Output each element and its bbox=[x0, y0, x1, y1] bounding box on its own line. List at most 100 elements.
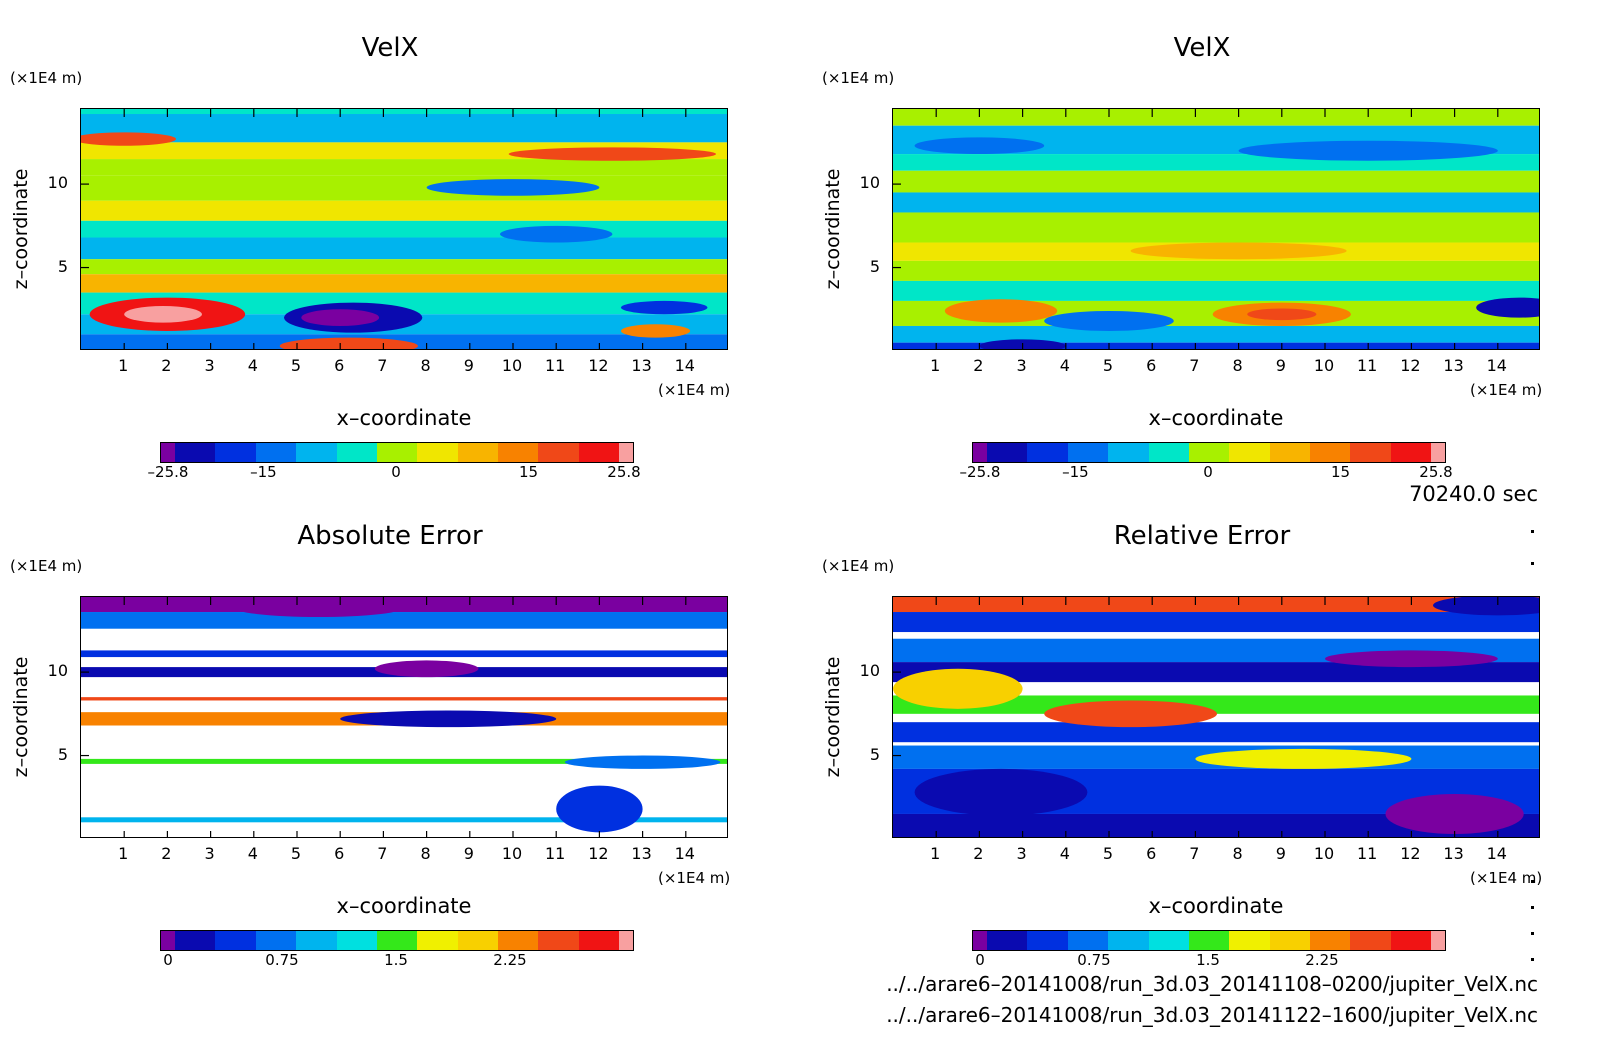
x-tick-label: 13 bbox=[631, 356, 652, 375]
dot bbox=[1531, 958, 1534, 961]
x-tick-label: 2 bbox=[973, 844, 984, 863]
x-tick-label: 2 bbox=[161, 356, 172, 375]
heatmap-blob-3 bbox=[301, 309, 380, 326]
file-path-2: ../../arare6–20141008/run_3d.03_20141122… bbox=[886, 1003, 1538, 1027]
colorbar-swatch bbox=[175, 443, 216, 462]
colorbar-swatch bbox=[336, 931, 377, 950]
heatmap-band-1 bbox=[81, 114, 727, 143]
x-tick-label: 14 bbox=[674, 356, 695, 375]
y-tick-label: 5 bbox=[57, 256, 68, 276]
x-axis-label: x–coordinate bbox=[1148, 406, 1284, 430]
heatmap-blob-7 bbox=[621, 324, 691, 338]
x-tick-label: 6 bbox=[1146, 356, 1157, 375]
heatmap-blob-3 bbox=[1195, 748, 1412, 769]
y-axis-label-wrap: z–coordinate bbox=[820, 108, 846, 350]
heatmap-svg bbox=[893, 597, 1539, 837]
colorbar-swatch bbox=[255, 931, 297, 950]
x-tick-label: 9 bbox=[463, 356, 474, 375]
heatmap-band-0 bbox=[893, 109, 1539, 126]
x-tick-label: 12 bbox=[588, 356, 609, 375]
colorbar-swatch bbox=[376, 931, 418, 950]
colorbar-swatch bbox=[1390, 443, 1431, 462]
colorbar-swatch bbox=[215, 443, 256, 462]
heatmap-plot bbox=[80, 108, 728, 350]
heatmap-band-10 bbox=[893, 325, 1539, 343]
x-tick-label: 1 bbox=[930, 356, 941, 375]
x-tick-label: 2 bbox=[161, 844, 172, 863]
x-tick-label: 8 bbox=[420, 356, 431, 375]
x-tick-label: 5 bbox=[290, 844, 302, 863]
x-tick-label: 4 bbox=[1059, 844, 1070, 863]
x-tick-label: 8 bbox=[1232, 356, 1243, 375]
colorbar-swatch bbox=[987, 931, 1028, 950]
colorbar-swatch bbox=[538, 443, 579, 462]
y-tick-label: 10 bbox=[859, 661, 880, 681]
colorbar-swatch bbox=[161, 443, 176, 462]
colorbar-tick-label: –25.8 bbox=[147, 463, 189, 481]
heatmap-blob-4 bbox=[893, 668, 1023, 709]
colorbar-tick-label: 15 bbox=[1331, 463, 1351, 481]
chart-title: Relative Error bbox=[1113, 521, 1291, 551]
colorbar-swatch bbox=[1148, 443, 1189, 462]
colorbar-swatch bbox=[1148, 931, 1189, 950]
x-tick-label: 7 bbox=[1189, 844, 1200, 863]
heatmap-band-5 bbox=[893, 722, 1539, 743]
dot bbox=[1531, 530, 1534, 533]
x-tick-label: 3 bbox=[1016, 844, 1027, 863]
colorbar-swatch bbox=[973, 931, 988, 950]
colorbar-swatch bbox=[161, 931, 176, 950]
y-axis-label-wrap: z–coordinate bbox=[8, 108, 34, 350]
heatmap-blob-9 bbox=[426, 179, 600, 196]
x-axis-label: x–coordinate bbox=[336, 406, 472, 430]
heatmap-blob-8 bbox=[914, 137, 1045, 155]
x-tick-label: 11 bbox=[545, 844, 566, 863]
x-tick-label: 3 bbox=[204, 356, 215, 375]
x-tick-label: 6 bbox=[1146, 844, 1157, 863]
y-axis-label: z–coordinate bbox=[822, 168, 844, 290]
x-tick-label: 11 bbox=[1357, 356, 1378, 375]
time-label: 70240.0 sec bbox=[1409, 482, 1538, 506]
x-tick-label: 9 bbox=[1275, 356, 1286, 375]
heatmap-band-3 bbox=[81, 159, 727, 176]
x-tick-label: 7 bbox=[1189, 356, 1200, 375]
colorbar-swatch bbox=[578, 443, 619, 462]
heatmap-blob-3 bbox=[1476, 297, 1539, 318]
colorbar-tick-label: –15 bbox=[250, 463, 277, 481]
colorbar-swatch bbox=[1309, 443, 1351, 462]
colorbar-swatch bbox=[296, 931, 337, 950]
y-axis-label-wrap: z–coordinate bbox=[8, 596, 34, 838]
heatmap-blob-0 bbox=[340, 710, 557, 728]
colorbar-swatch bbox=[336, 443, 377, 462]
heatmap-blob-2 bbox=[1044, 700, 1217, 728]
colorbar bbox=[972, 442, 1446, 463]
y-tick-label: 10 bbox=[859, 173, 880, 193]
colorbar-tick-label: 0 bbox=[163, 951, 173, 969]
colorbar-swatch bbox=[296, 443, 337, 462]
colorbar-tick-label: 0 bbox=[1203, 463, 1213, 481]
heatmap-band-7 bbox=[81, 237, 727, 260]
heatmap-plot bbox=[80, 596, 728, 838]
heatmap-plot bbox=[892, 108, 1540, 350]
x-tick-label: 11 bbox=[545, 356, 566, 375]
heatmap-blob-6 bbox=[1130, 242, 1347, 260]
x-tick-label: 7 bbox=[377, 844, 388, 863]
colorbar-swatch bbox=[376, 443, 418, 462]
heatmap-band-3 bbox=[893, 662, 1539, 683]
colorbar-swatch bbox=[1188, 931, 1230, 950]
x-tick-label: 1 bbox=[118, 356, 129, 375]
y-axis-label: z–coordinate bbox=[822, 656, 844, 778]
x-tick-label: 10 bbox=[501, 844, 523, 863]
x-tick-label: 8 bbox=[420, 844, 431, 863]
colorbar-swatch bbox=[538, 931, 579, 950]
colorbar-swatch bbox=[1188, 443, 1230, 462]
x-unit-label: (×1E4 m) bbox=[1470, 869, 1543, 887]
colorbar-tick-label: 15 bbox=[519, 463, 539, 481]
heatmap-blob-1 bbox=[1385, 793, 1524, 834]
colorbar-swatch bbox=[1390, 931, 1431, 950]
heatmap-blob-4 bbox=[1044, 310, 1174, 331]
x-tick-label: 1 bbox=[930, 844, 941, 863]
y-axis-label: z–coordinate bbox=[10, 168, 32, 290]
x-tick-label: 13 bbox=[1443, 356, 1464, 375]
colorbar-swatch bbox=[1229, 931, 1270, 950]
x-tick-label: 11 bbox=[1357, 844, 1378, 863]
